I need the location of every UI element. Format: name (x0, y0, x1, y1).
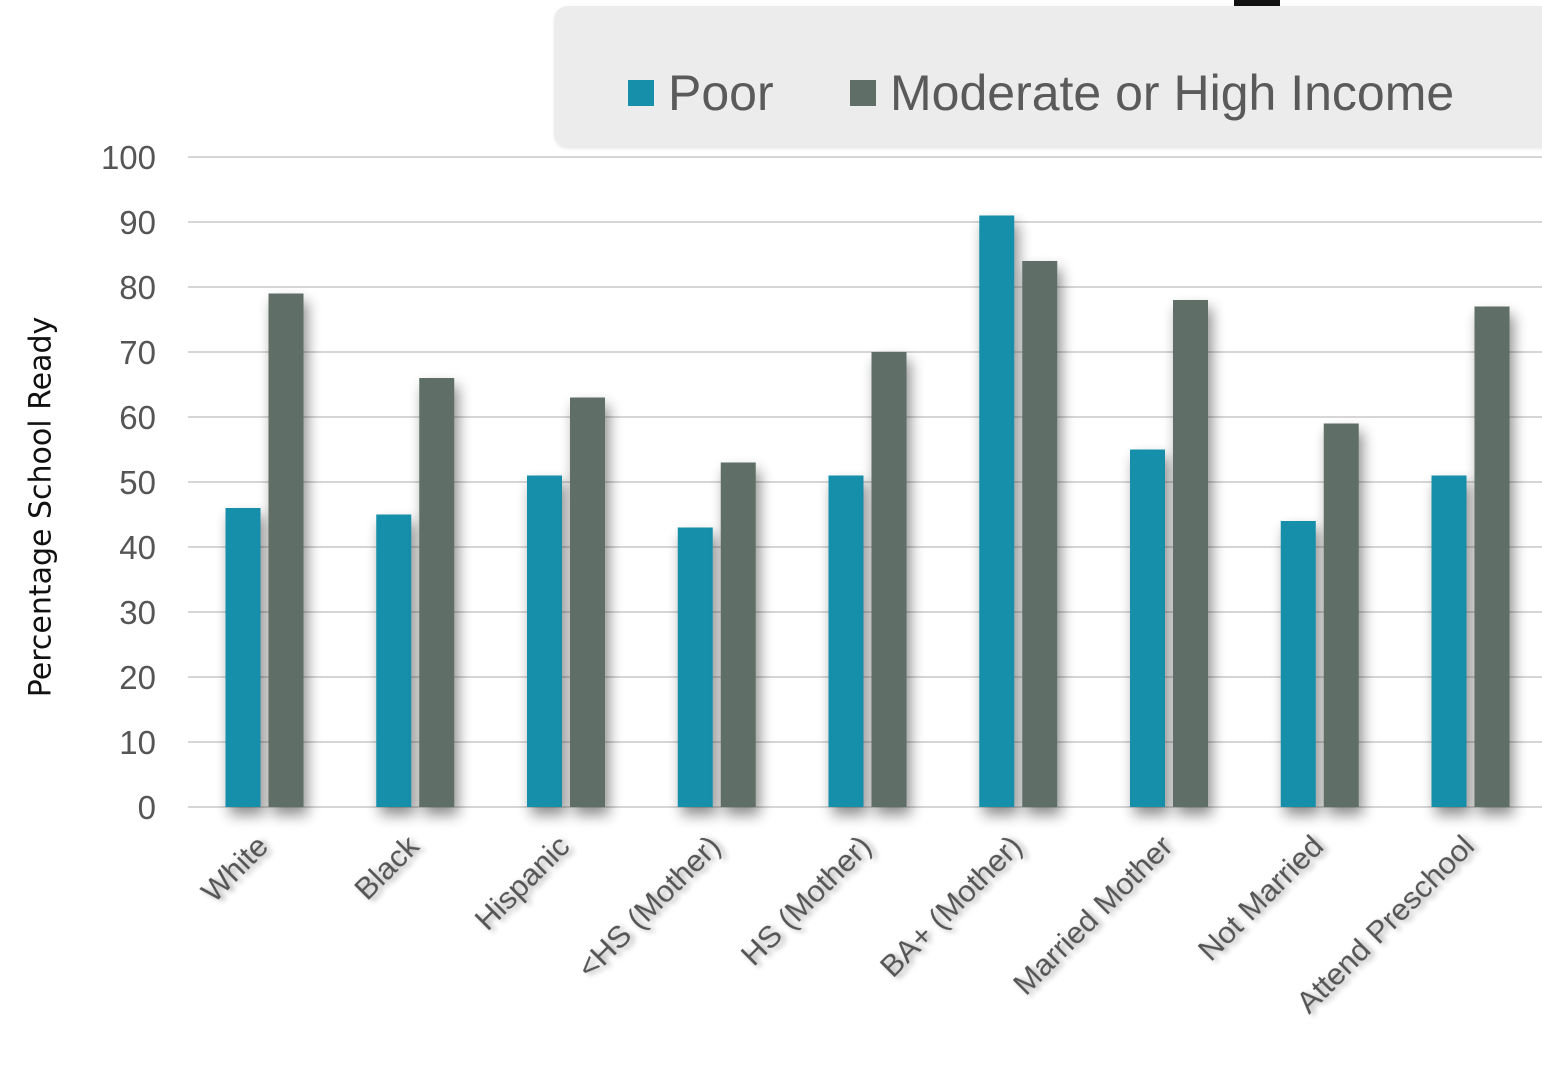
y-tick-label-100: 100 (101, 139, 156, 176)
x-axis-ticks: White Black Hispanic<HS (Mother) HS (Mother… (194, 828, 1481, 1020)
y-tick-label-70: 70 (119, 334, 156, 371)
gridlines (188, 156, 1542, 808)
bar-moderate-or-high-income-married-mother (1173, 300, 1208, 807)
y-tick-label-40: 40 (119, 529, 156, 566)
bar-poor-hs-mother (828, 475, 864, 807)
x-tick-label-hs-mother: HS (Mother) (734, 828, 878, 972)
y-tick-label-0: 0 (138, 789, 156, 826)
y-tick-label-80: 80 (119, 269, 156, 306)
legend-item-moderate-or-high-income: Moderate or High Income (850, 68, 1454, 118)
bar-poor-hispanic (527, 475, 562, 807)
bar-moderate-or-high-income-black (419, 378, 455, 807)
y-tick-label-60: 60 (119, 399, 156, 436)
y-tick-label-50: 50 (119, 464, 156, 501)
y-tick-label-10: 10 (119, 724, 156, 761)
y-axis-label: Percentage School Ready (23, 316, 59, 698)
bar-poor-black (376, 514, 412, 807)
x-tick-label-not-married: Not Married (1191, 828, 1330, 967)
bar-moderate-or-high-income-hispanic (570, 397, 605, 807)
x-tick-label-hispanic: Hispanic (468, 828, 577, 937)
y-tick-label-30: 30 (119, 594, 156, 631)
x-tick-label-married-mother: Married Mother (1006, 828, 1179, 1001)
bars (225, 215, 1510, 807)
legend: Poor Moderate or High Income (554, 6, 1542, 148)
x-tick-label-hs-mother: <HS (Mother) (570, 828, 727, 985)
bar-poor-not-married (1280, 521, 1316, 807)
bar-poor-hs-mother (677, 527, 713, 807)
x-tick-label-black: Black (347, 828, 426, 907)
legend-label-moderate-or-high-income: Moderate or High Income (890, 65, 1455, 121)
bar-moderate-or-high-income-not-married (1323, 423, 1359, 807)
bar-poor-married-mother (1130, 449, 1165, 807)
y-tick-label-20: 20 (119, 659, 156, 696)
legend-item-poor: Poor (628, 68, 774, 118)
legend-swatch-moderate-or-high-income (850, 80, 876, 106)
legend-label-poor: Poor (668, 65, 774, 121)
bar-moderate-or-high-income-ba-mother (1022, 261, 1058, 807)
y-tick-label-90: 90 (119, 204, 156, 241)
bar-poor-white (225, 508, 261, 807)
legend-swatch-poor (628, 80, 654, 106)
bar-moderate-or-high-income-white (268, 293, 304, 807)
bar-moderate-or-high-income-hs-mother (720, 462, 756, 807)
y-axis-ticks: 0 10 20 30 40 50 60 70 80 90 100 (101, 139, 156, 826)
bar-moderate-or-high-income-hs-mother (871, 352, 907, 807)
bar-poor-ba-mother (979, 215, 1015, 807)
x-tick-label-white: White (194, 828, 275, 909)
x-tick-label-ba-mother: BA+ (Mother) (873, 828, 1029, 984)
bar-moderate-or-high-income-attend-preschool (1474, 306, 1510, 807)
bar-poor-attend-preschool (1431, 475, 1467, 807)
